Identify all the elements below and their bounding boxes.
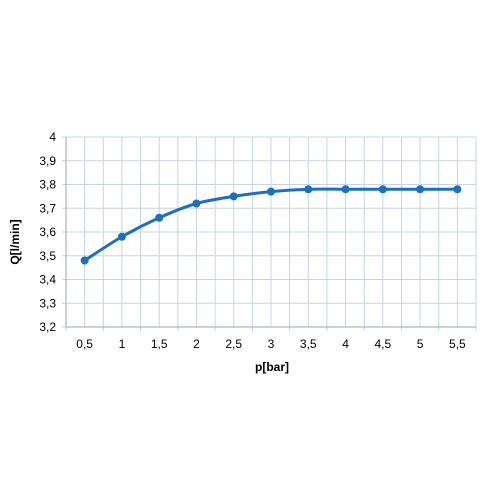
x-tick-label: 4 <box>342 337 349 351</box>
x-tick-label: 2,5 <box>225 337 242 351</box>
data-point <box>80 256 89 265</box>
x-tick-label: 1,5 <box>151 337 168 351</box>
x-axis-title: p[bar] <box>255 360 289 374</box>
data-point <box>229 192 238 201</box>
x-tick-label: 3 <box>268 337 275 351</box>
data-point <box>267 187 275 196</box>
data-point <box>416 185 425 194</box>
x-tick-label: 1 <box>119 337 126 351</box>
y-tick-label: 4 <box>49 130 56 144</box>
x-tick-label: 3,5 <box>300 337 317 351</box>
data-point <box>378 185 387 194</box>
x-tick-label: 5 <box>417 337 424 351</box>
x-tick-label: 5,5 <box>449 337 466 351</box>
y-tick-label: 3,6 <box>39 225 56 239</box>
chart-grid <box>62 136 477 331</box>
data-point <box>341 185 350 194</box>
x-tick-label: 0,5 <box>76 337 93 351</box>
data-point <box>192 199 201 208</box>
y-tick-label: 3,4 <box>39 273 56 287</box>
y-tick-label: 3,7 <box>39 201 56 215</box>
data-point <box>155 213 164 222</box>
data-point <box>117 232 126 241</box>
x-axis-ticks: 0,5 1 1,5 2 2,5 3 3,5 4 4,5 5 5,5 <box>76 337 466 351</box>
y-tick-label: 3,5 <box>39 249 56 263</box>
plot-area <box>80 185 462 265</box>
x-tick-label: 2 <box>193 337 200 351</box>
y-axis-title: Q[l/min] <box>8 219 22 264</box>
y-axis-ticks: 3,2 3,3 3,4 3,5 3,6 3,7 3,8 3,9 4 <box>39 130 56 334</box>
y-tick-label: 3,3 <box>39 296 56 310</box>
data-point <box>453 185 462 194</box>
y-tick-label: 3,2 <box>39 320 56 334</box>
y-tick-label: 3,8 <box>39 178 56 192</box>
data-point <box>304 185 313 194</box>
x-tick-label: 4,5 <box>374 337 391 351</box>
y-tick-label: 3,9 <box>39 154 56 168</box>
